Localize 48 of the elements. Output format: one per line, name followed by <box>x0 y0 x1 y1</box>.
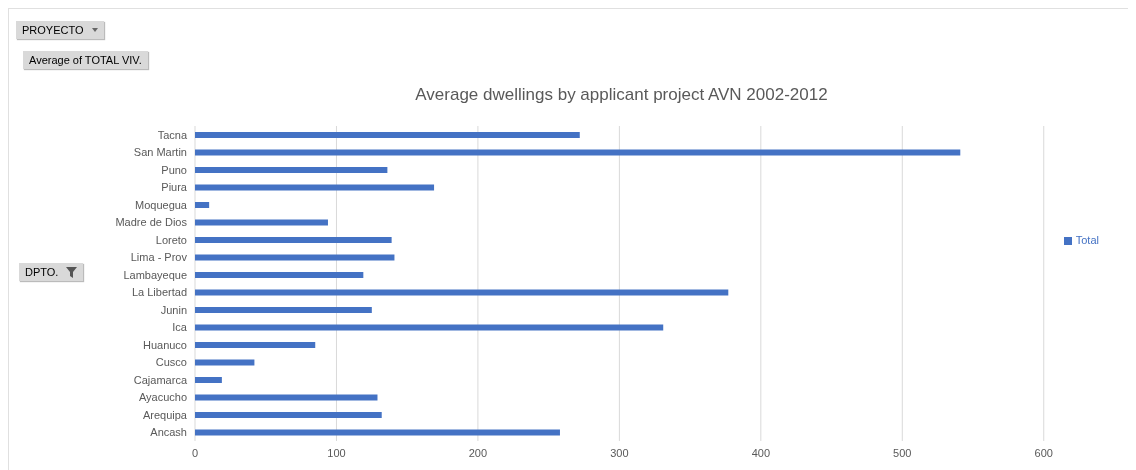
y-tick-label: Puno <box>161 163 187 176</box>
bar <box>195 167 388 173</box>
y-tick-label: Lambayeque <box>123 268 187 281</box>
x-tick-label: 300 <box>610 446 629 459</box>
y-tick-label: Moquegua <box>135 198 188 211</box>
x-tick-label: 100 <box>327 446 346 459</box>
text: Average of TOTAL VIV. <box>29 54 142 66</box>
x-tick-label: 500 <box>893 446 912 459</box>
y-tick-label: Lima - Prov <box>130 251 188 264</box>
y-tick-label: Ayacucho <box>138 391 187 404</box>
y-tick-label: Piura <box>161 181 188 194</box>
y-tick-label: Madre de Dios <box>115 216 188 229</box>
chart-title: Average dwellings by applicant project AVN 2002-2012 <box>414 85 829 105</box>
text: DPTO. <box>25 266 59 278</box>
bar <box>195 272 364 278</box>
y-tick-label: Ica <box>172 321 188 334</box>
y-tick-label: Ancash <box>150 426 187 439</box>
legend-label: Total <box>1075 234 1099 246</box>
bar <box>195 254 395 261</box>
bar <box>195 149 961 156</box>
bar <box>195 289 729 296</box>
bar <box>195 132 580 138</box>
y-tick-label: Tacna <box>157 128 188 141</box>
y-tick-label: Junin <box>160 303 187 316</box>
bar <box>195 219 328 226</box>
text: PROYECTO <box>22 24 84 36</box>
bar <box>195 324 664 331</box>
x-tick-label: 200 <box>468 446 488 459</box>
bar <box>195 307 372 313</box>
bar <box>195 394 378 401</box>
bar <box>195 184 435 191</box>
bar <box>195 202 210 208</box>
bar <box>195 342 316 348</box>
y-tick-label: Cusco <box>155 356 187 369</box>
x-tick-label: 600 <box>1034 446 1053 459</box>
y-tick-label: San Martin <box>133 146 187 159</box>
y-tick-label: Loreto <box>155 233 187 246</box>
y-tick-label: La Libertad <box>131 286 187 299</box>
x-tick-label: 0 <box>191 446 199 459</box>
bar <box>195 412 382 418</box>
bar <box>195 359 255 366</box>
y-tick-label: Cajamarca <box>133 373 188 386</box>
x-tick-label: 400 <box>751 446 771 459</box>
y-tick-label: Huanuco <box>142 338 187 351</box>
y-tick-label: Arequipa <box>142 408 188 421</box>
bar <box>195 377 222 383</box>
bar <box>195 237 392 243</box>
bar <box>195 429 560 436</box>
